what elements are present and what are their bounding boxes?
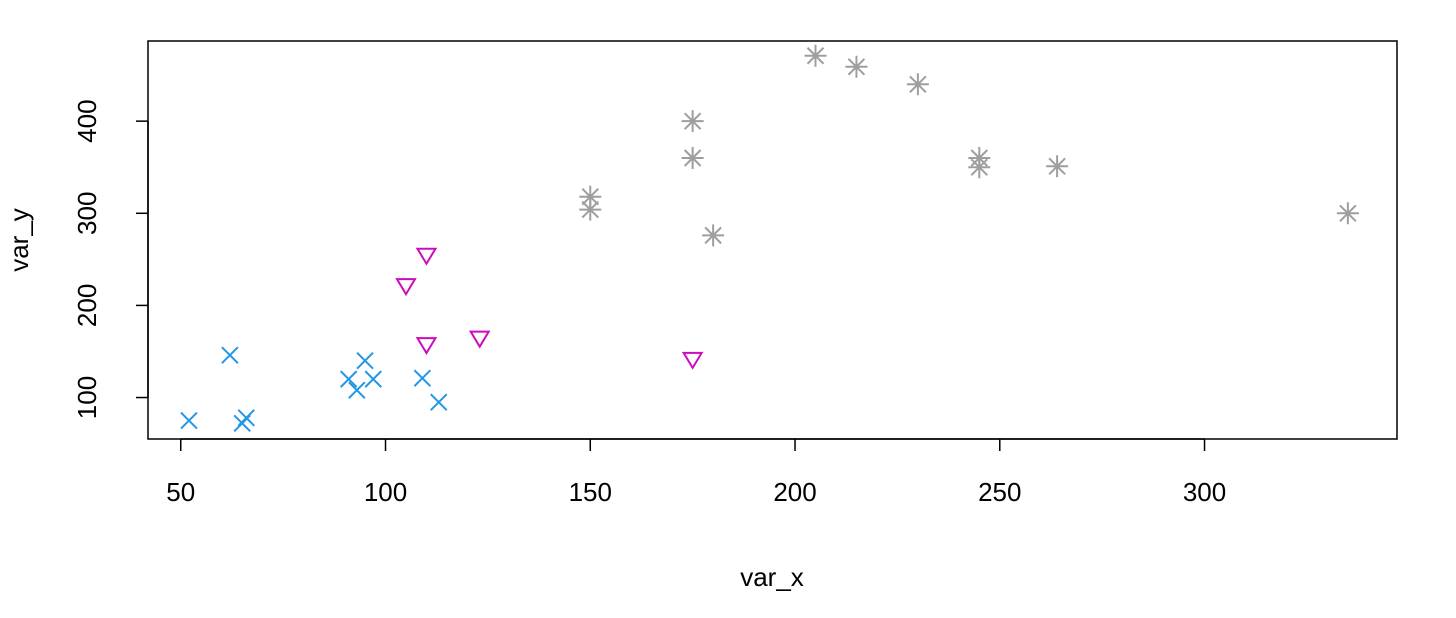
y-axis: 100 200 300 400 (72, 99, 149, 419)
data-point (702, 224, 725, 247)
data-point (233, 414, 251, 433)
data-point (845, 55, 868, 78)
data-point (356, 351, 374, 370)
data-point (339, 370, 358, 388)
x-axis-label: var_x (740, 562, 804, 592)
data-point (348, 381, 366, 399)
x-tick-label: 200 (773, 477, 816, 507)
data-point (395, 278, 417, 297)
data-point (681, 351, 704, 370)
x-tick-label: 100 (364, 477, 407, 507)
data-point (364, 370, 382, 388)
data-point (237, 409, 255, 427)
y-tick-label: 100 (72, 376, 102, 419)
data-points (180, 44, 1359, 433)
y-tick-label: 400 (72, 99, 102, 142)
data-point (804, 44, 827, 67)
data-point (180, 411, 198, 430)
data-point (906, 73, 929, 96)
data-point (1336, 202, 1359, 225)
x-tick-label: 300 (1183, 477, 1226, 507)
data-point (430, 393, 448, 411)
data-point (221, 346, 239, 364)
data-point (415, 337, 438, 356)
data-point (681, 147, 704, 170)
data-point (415, 247, 438, 266)
data-point (579, 198, 602, 221)
data-point (413, 369, 432, 387)
data-point (1046, 155, 1069, 178)
data-point (968, 156, 991, 179)
y-tick-label: 200 (72, 284, 102, 327)
x-tick-label: 50 (166, 477, 195, 507)
y-axis-label: var_y (4, 208, 34, 272)
data-point (579, 185, 602, 208)
plot-frame (147, 40, 1398, 440)
x-tick-label: 250 (978, 477, 1021, 507)
data-point (468, 330, 491, 349)
x-tick-label: 150 (569, 477, 612, 507)
data-point (681, 110, 704, 133)
y-tick-label: 300 (72, 192, 102, 235)
x-axis: 50 100 150 200 250 300 (166, 438, 1226, 507)
